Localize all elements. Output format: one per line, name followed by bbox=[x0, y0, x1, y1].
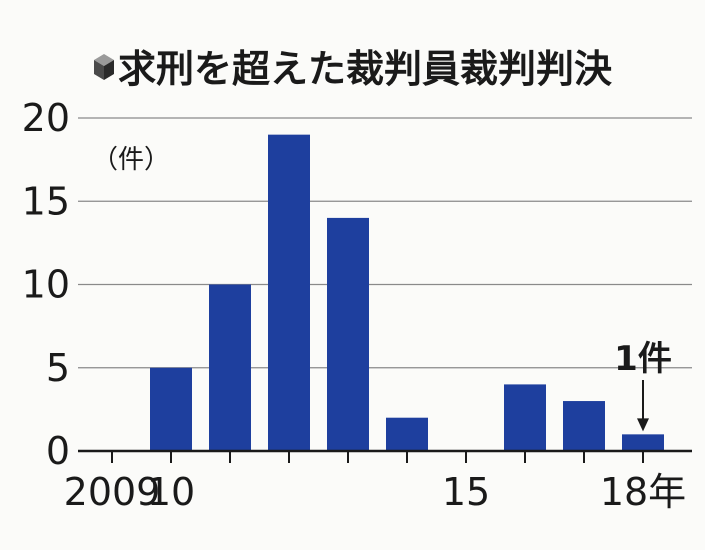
y-tick-label: 20 bbox=[22, 96, 70, 140]
y-axis-unit-label: （件） bbox=[92, 145, 170, 175]
bar bbox=[268, 134, 310, 451]
x-tick-label: 10 bbox=[147, 470, 195, 514]
x-tick-label: 15 bbox=[442, 470, 490, 514]
x-tick-label: 18年 bbox=[600, 470, 686, 514]
y-tick-label: 5 bbox=[46, 346, 70, 390]
bar bbox=[209, 284, 251, 451]
annotation-label: 1件 bbox=[614, 339, 672, 379]
bar bbox=[504, 384, 546, 451]
cube-icon bbox=[94, 54, 114, 80]
annotation-arrow-head bbox=[637, 418, 649, 432]
x-tick-label: 2009 bbox=[64, 470, 161, 514]
y-tick-label: 0 bbox=[46, 429, 70, 473]
y-tick-label: 15 bbox=[22, 179, 70, 223]
y-tick-label: 10 bbox=[22, 263, 70, 307]
bar bbox=[150, 367, 192, 451]
chart-title: 求刑を超えた裁判員裁判判決 bbox=[118, 47, 612, 91]
bar bbox=[563, 401, 605, 451]
bar bbox=[386, 417, 428, 451]
bar bbox=[327, 217, 369, 451]
bar bbox=[622, 434, 664, 451]
